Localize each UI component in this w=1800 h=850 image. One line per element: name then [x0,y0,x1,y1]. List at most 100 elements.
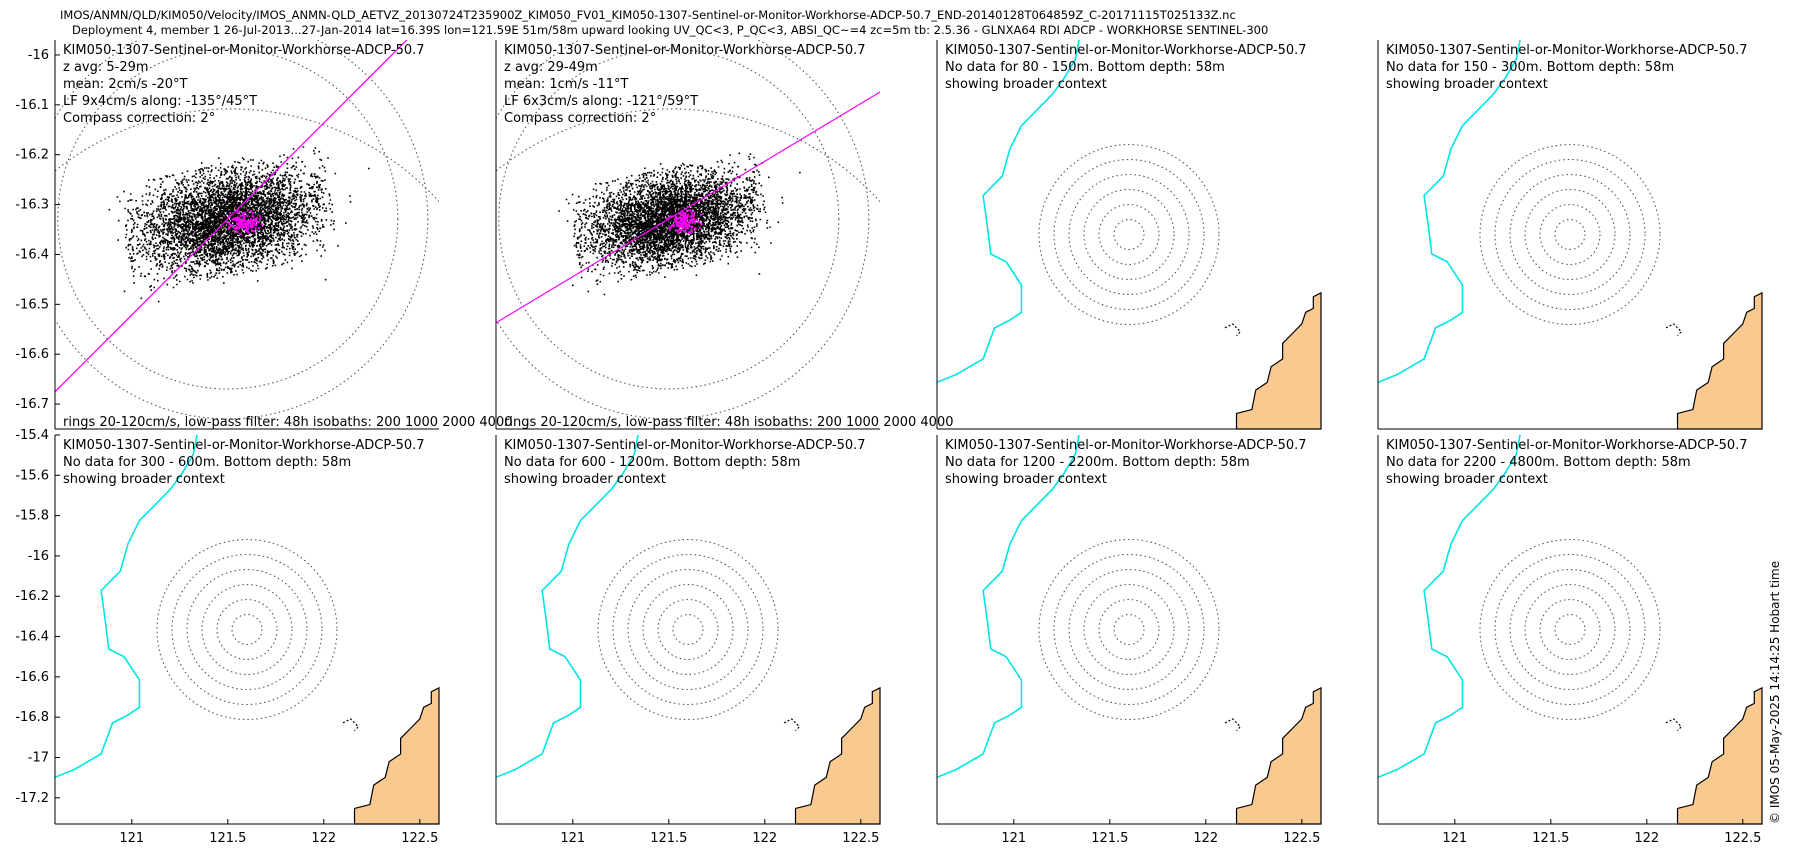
panel-annotation: z avg: 29-49m [504,60,598,75]
panel-annotation: No data for 80 - 150m. Bottom depth: 58m [945,60,1225,75]
x-tick-label: 121 [1442,831,1467,846]
panel-footer: rings 20-120cm/s, low-pass filter: 48h i… [63,415,513,430]
y-tick-label: -16.4 [15,247,49,262]
panel-annotation: No data for 2200 - 4800m. Bottom depth: … [1386,455,1691,470]
velocity-ring [1113,218,1145,251]
velocity-ring [186,568,308,691]
land-mass [353,686,440,825]
panel-title: KIM050-1307-Sentinel-or-Monitor-Workhors… [945,438,1307,453]
y-tick-label: -15.4 [15,428,49,443]
y-tick-label: -16.6 [15,347,49,362]
panel-annotation: LF 9x4cm/s along: -135°/45°T [63,94,257,109]
velocity-ring [597,538,779,721]
x-tick-label: 122 [1193,831,1218,846]
velocity-ring [1509,568,1631,691]
panel-title: KIM050-1307-Sentinel-or-Monitor-Workhors… [945,43,1307,58]
land-mass [1235,291,1322,430]
panel-annotation: showing broader context [945,77,1107,92]
panel-annotation: mean: 1cm/s -11°T [504,77,628,92]
x-tick-label: 121.5 [209,831,246,846]
land-mass [1676,686,1763,825]
y-tick-label: -16.1 [15,98,49,113]
panel-annotation: No data for 600 - 1200m. Bottom depth: 5… [504,455,800,470]
panel-annotation: showing broader context [63,472,225,487]
panel-title: KIM050-1307-Sentinel-or-Monitor-Workhors… [504,438,866,453]
velocity-ring [156,538,338,721]
x-tick-label: 122.5 [401,831,438,846]
x-tick-label: 122.5 [1724,831,1761,846]
x-tick-label: 122.5 [842,831,879,846]
panel-annotation: mean: 2cm/s -20°T [63,77,187,92]
y-tick-label: -16.4 [15,630,49,645]
velocity-ring [1494,553,1646,706]
x-tick-label: 121.5 [1532,831,1569,846]
lowpass-points [665,209,703,234]
principal-axis-line [55,40,408,393]
scatter-group [496,40,880,420]
velocity-ring [1083,188,1175,281]
scatter-group [55,40,439,420]
panel-title: KIM050-1307-Sentinel-or-Monitor-Workhors… [504,43,866,58]
island-marks [1224,323,1242,337]
velocity-ring [612,553,764,706]
panel-annotation: No data for 1200 - 2200m. Bottom depth: … [945,455,1250,470]
velocity-ring [1053,553,1205,706]
panel-annotation: showing broader context [1386,77,1548,92]
y-tick-label: -17 [28,750,49,765]
y-tick-label: -16 [28,48,49,63]
principal-axis-line [496,91,880,324]
y-tick-label: -16.3 [15,198,49,213]
island-marks [342,718,360,732]
velocity-ring [1479,143,1661,326]
x-tick-label: 121 [560,831,585,846]
velocity-ring [1098,203,1160,266]
x-tick-label: 122 [752,831,777,846]
velocity-ring [171,553,323,706]
y-tick-label: -16 [28,549,49,564]
velocity-ring [1539,203,1601,266]
y-tick-label: -16.7 [15,397,49,412]
velocity-ring [1068,568,1190,691]
velocity-ring [657,598,719,661]
velocity-ring [1098,598,1160,661]
panel-annotation: Compass correction: 2° [63,111,215,126]
velocity-ring [496,40,870,420]
header-subtitle: Deployment 4, member 1 26-Jul-2013...27-… [72,23,1268,37]
velocity-ring [1038,538,1220,721]
panel-annotation: No data for 150 - 300m. Bottom depth: 58… [1386,60,1674,75]
velocity-ring [1524,188,1616,281]
coastline [54,434,198,779]
timestamp-label: © IMOS 05-May-2025 14:14:25 Hobart time [1768,561,1782,824]
velocity-ring [1554,218,1586,251]
velocity-ring [1494,158,1646,311]
land-mass [1676,291,1763,430]
y-tick-label: -16.2 [15,589,49,604]
island-marks [1665,718,1683,732]
velocity-ring [642,583,734,676]
velocity-ring [1524,583,1616,676]
velocity-ring [57,48,399,390]
land-mass [1235,686,1322,825]
x-tick-label: 122 [1634,831,1659,846]
velocity-ring [672,613,704,646]
coastline [495,434,639,779]
velocity-ring [1539,598,1601,661]
panel-title: KIM050-1307-Sentinel-or-Monitor-Workhors… [1386,438,1748,453]
island-marks [1665,323,1683,337]
header-title: IMOS/ANMN/QLD/KIM050/Velocity/IMOS_ANMN-… [60,8,1236,22]
x-tick-label: 122.5 [1283,831,1320,846]
velocity-ring [1479,538,1661,721]
panel-footer: rings 20-120cm/s, low-pass filter: 48h i… [504,415,954,430]
coastline [936,39,1080,384]
lowpass-points [226,208,263,236]
x-tick-label: 121 [1001,831,1026,846]
panel-title: KIM050-1307-Sentinel-or-Monitor-Workhors… [63,438,425,453]
y-tick-label: -17.2 [15,791,49,806]
y-tick-label: -16.2 [15,148,49,163]
velocity-ring [496,108,880,203]
panel-annotation: showing broader context [1386,472,1548,487]
velocity-ring [1554,613,1586,646]
velocity-ring [627,568,749,691]
coastline [936,434,1080,779]
